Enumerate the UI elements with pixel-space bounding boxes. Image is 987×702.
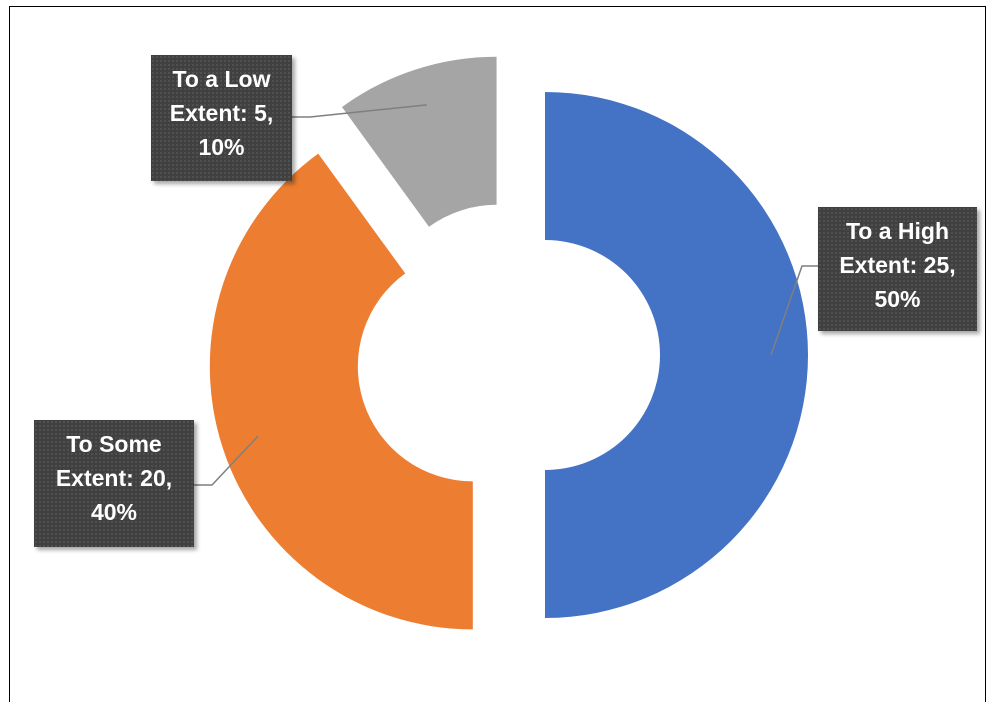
leader-line: [292, 104, 427, 118]
data-label-line: Extent: 25,: [839, 252, 956, 278]
slice-layer: [209, 56, 808, 630]
data-label-line: 10%: [198, 134, 245, 160]
data-label-line: To Some: [66, 431, 162, 457]
data-label-line: Extent: 5,: [169, 100, 274, 126]
leader-line: [770, 265, 818, 356]
data-label-to-a-high-extent: To a High Extent: 25, 50%: [818, 207, 977, 331]
data-label-to-a-low-extent: To a Low Extent: 5, 10%: [151, 55, 292, 181]
data-label-line: Extent: 20,: [55, 465, 173, 491]
data-label-line: To a High: [845, 218, 950, 244]
donut-slice-to-a-high-extent: [545, 92, 808, 618]
leader-line: [194, 435, 259, 486]
donut-slice-to-a-low-extent: [341, 56, 497, 227]
data-label-line: 40%: [90, 499, 138, 525]
data-label-line: To a Low: [172, 66, 271, 92]
data-label-to-some-extent: To Some Extent: 20, 40%: [34, 420, 194, 547]
donut-slice-to-some-extent: [209, 153, 473, 630]
leader-layer: [194, 104, 818, 486]
data-label-line: 50%: [874, 286, 921, 312]
